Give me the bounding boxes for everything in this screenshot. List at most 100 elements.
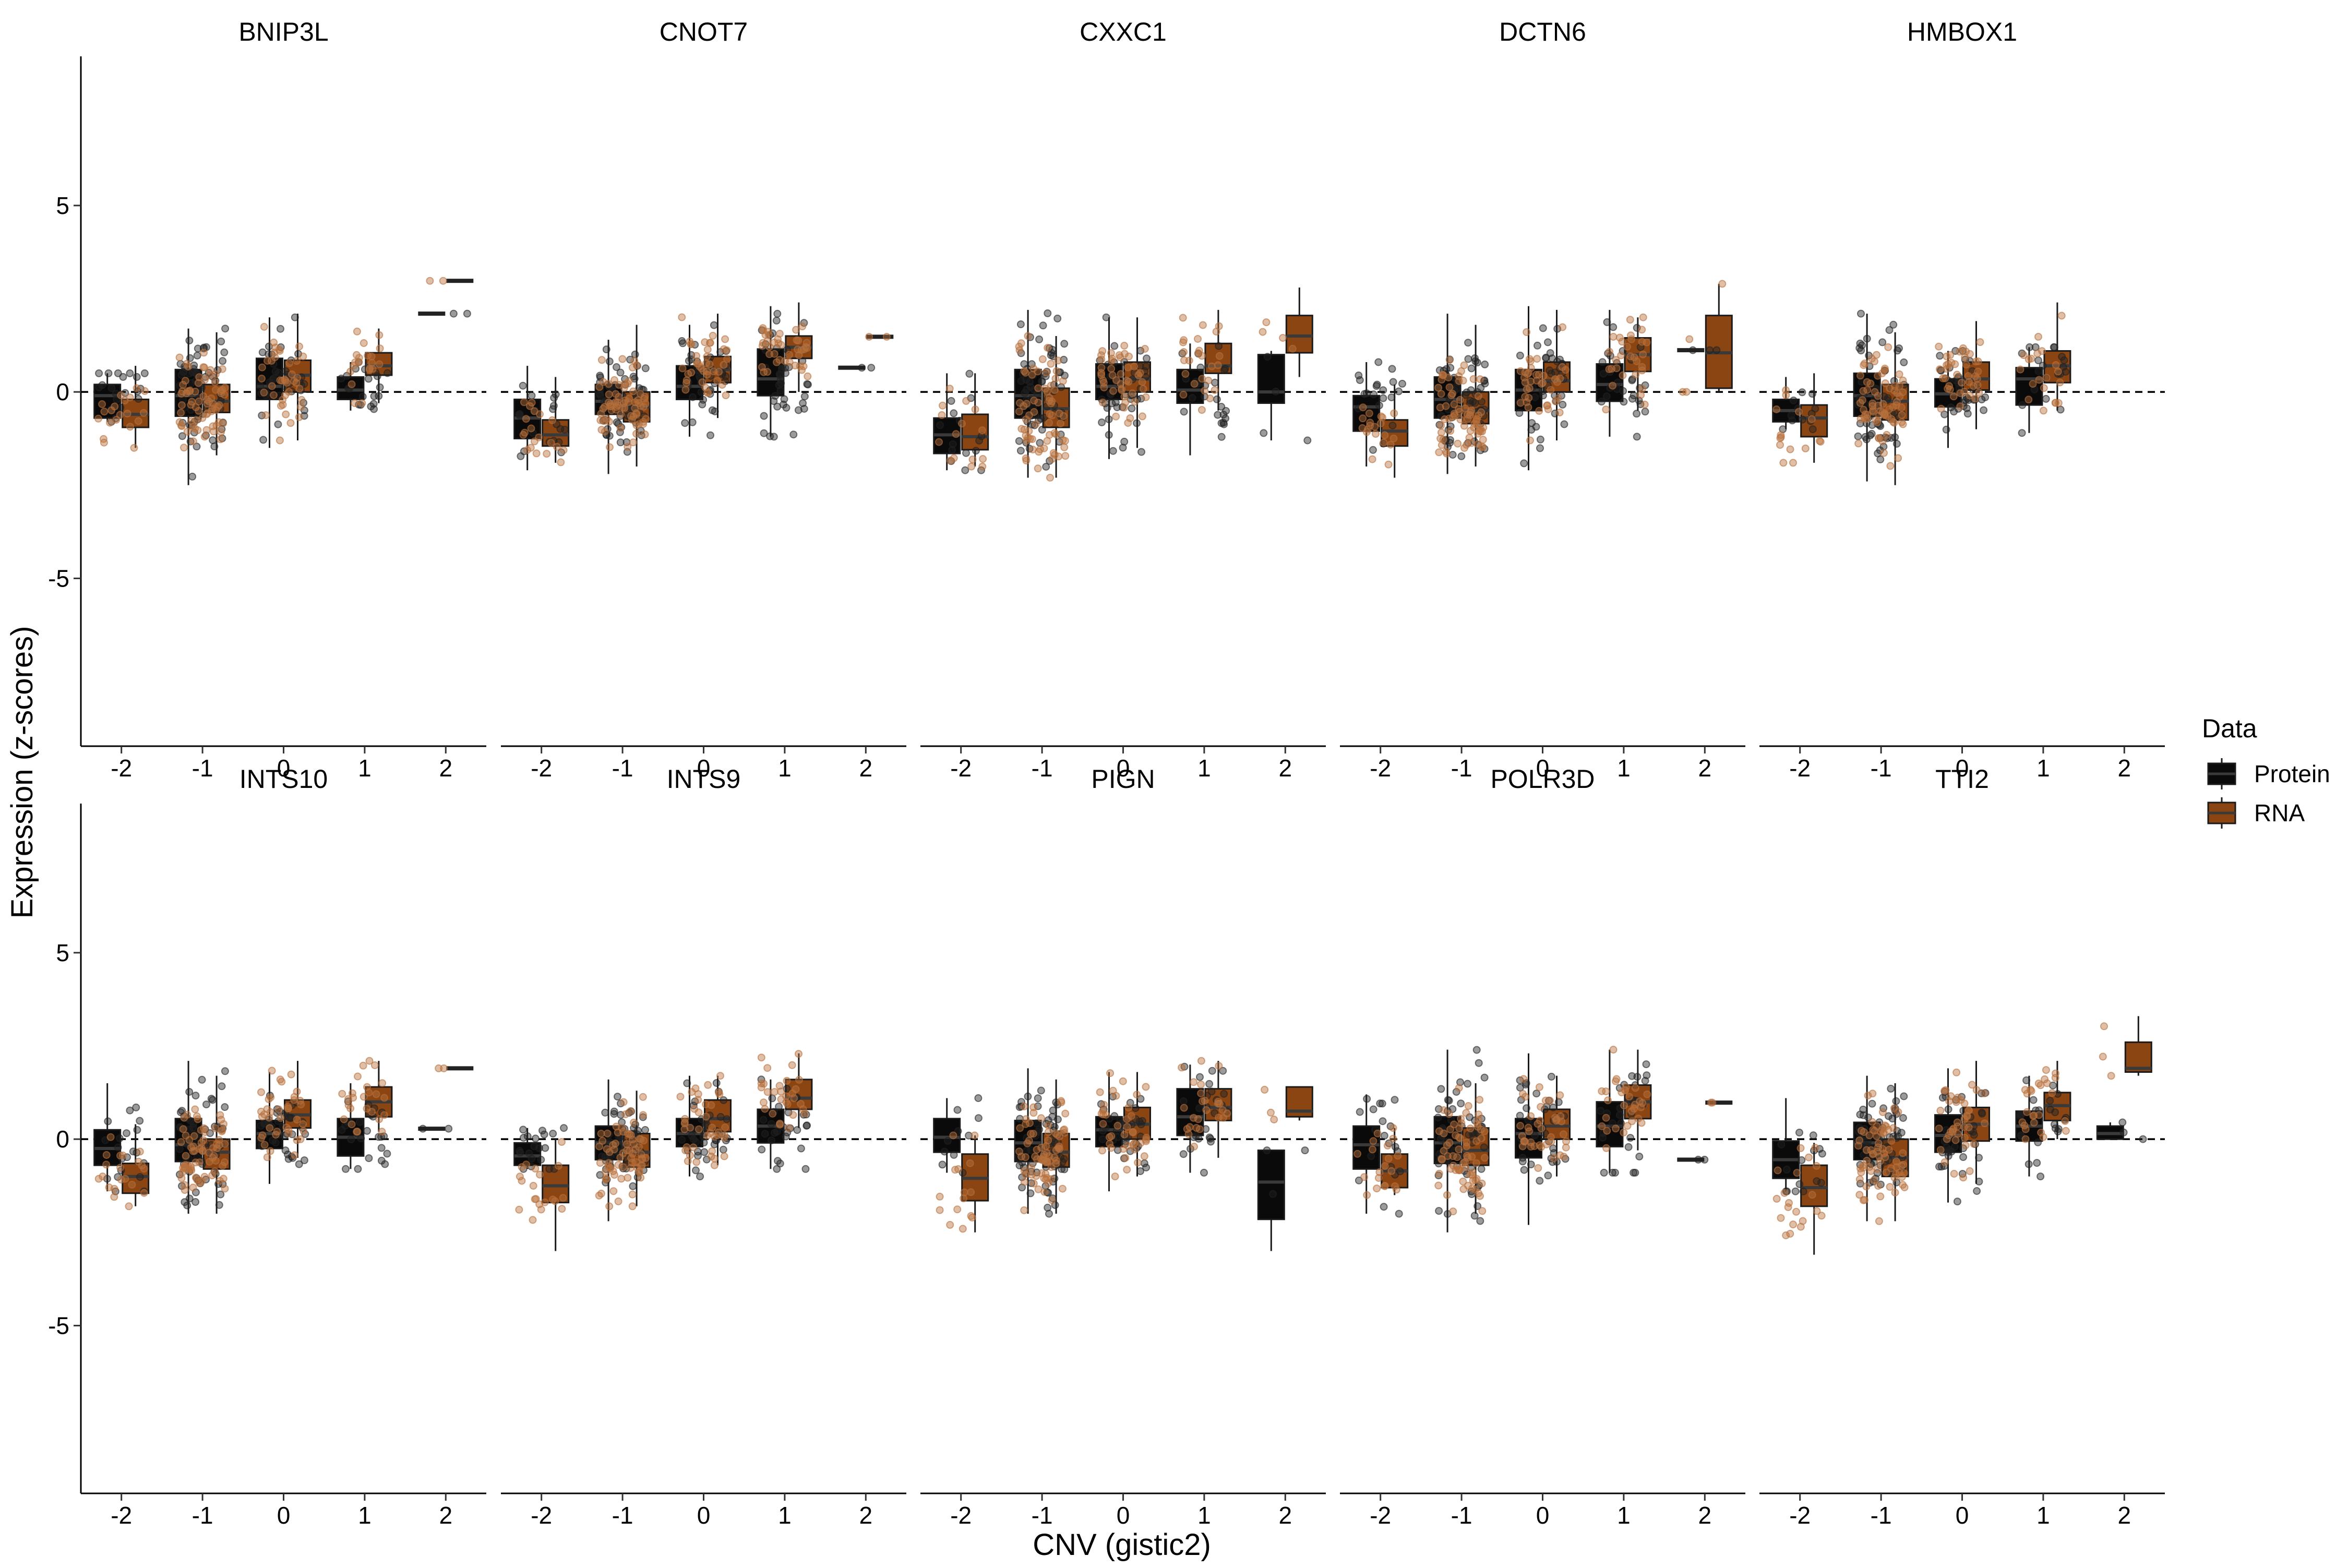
rna-point (797, 1100, 805, 1108)
protein-point (940, 1147, 949, 1156)
x-tick-label: 0 (277, 1502, 291, 1529)
protein-point (1890, 409, 1899, 417)
rna-point (276, 1075, 284, 1084)
protein-point (1205, 1080, 1214, 1088)
rna-point (759, 324, 767, 332)
protein-point (1213, 395, 1221, 403)
rna-point (529, 1216, 537, 1224)
protein-point (1133, 419, 1141, 427)
panel-tti2: TTI2 -2 -1 0 1 2 (1759, 764, 2165, 1529)
protein-point (773, 402, 782, 411)
cnv-group-2 (2096, 1016, 2152, 1143)
protein-point (1380, 1132, 1388, 1140)
rna-point (616, 424, 625, 432)
rna-point (270, 338, 278, 346)
protein-point (1369, 446, 1377, 454)
protein-point (365, 1154, 373, 1163)
rna-point (1129, 1129, 1137, 1136)
rna-point (1936, 1146, 1945, 1154)
x-axis-title: CNV (gistic2) (1033, 1528, 1211, 1562)
rna-point (1027, 1170, 1036, 1179)
protein-point (1599, 369, 1608, 378)
rna-point (1796, 1223, 1805, 1231)
x-tick-label: 1 (778, 1502, 792, 1529)
rna-point (689, 1143, 698, 1152)
x-tick-label: 0 (1536, 755, 1550, 782)
rna-point (1817, 1212, 1826, 1220)
rna-point (532, 449, 541, 458)
x-tick-label: -2 (1370, 755, 1391, 782)
rna-point (1434, 1181, 1443, 1190)
protein-point (678, 337, 686, 345)
rna-point (630, 1118, 638, 1127)
protein-point (363, 1127, 371, 1135)
protein-point (1379, 394, 1387, 402)
protein-point (277, 325, 284, 333)
protein-point (1542, 354, 1550, 362)
x-tick-label: 1 (2036, 1502, 2050, 1529)
protein-point (1700, 1155, 1709, 1164)
rna-point (706, 339, 714, 347)
rna-point (262, 411, 270, 420)
rna-point (1201, 1096, 1209, 1105)
rna-point (1016, 1124, 1024, 1132)
rna-point (1950, 1170, 1958, 1178)
protein-point (1034, 1094, 1042, 1103)
protein-point (1379, 1117, 1387, 1126)
rna-point (1120, 392, 1129, 401)
rna-point (1609, 1046, 1618, 1054)
rna-point (1376, 419, 1385, 427)
protein-point (1973, 1187, 1981, 1195)
x-tick-label: -1 (1032, 755, 1053, 782)
protein-point (1900, 1092, 1908, 1100)
protein-point (1111, 398, 1120, 406)
rna-point (378, 1128, 386, 1136)
rna-point (1685, 335, 1694, 343)
rna-point (971, 405, 979, 414)
rna-point (1541, 1096, 1550, 1105)
protein-point (220, 348, 229, 356)
protein-point (1220, 1090, 1228, 1098)
rna-point (1890, 1174, 1899, 1182)
rna-point (1097, 369, 1105, 377)
protein-point (1887, 1084, 1895, 1093)
x-tick-label: -2 (1370, 1502, 1391, 1529)
rna-point (639, 1111, 647, 1119)
rna-point (1598, 1087, 1606, 1095)
protein-point (1179, 1097, 1188, 1105)
protein-point (107, 384, 116, 392)
rna-point (681, 1115, 689, 1123)
rna-point (365, 1057, 374, 1065)
rna-point (1864, 1092, 1872, 1099)
rna-point (378, 1079, 387, 1087)
rna-point (795, 1075, 803, 1084)
cnv-group-1 (2015, 302, 2071, 437)
rna-point (1784, 1203, 1792, 1211)
rna-point (2023, 1108, 2031, 1116)
protein-point (445, 1124, 453, 1133)
cnv-group-1 (1596, 309, 1652, 441)
rna-point (1449, 1207, 1457, 1216)
rna-point (1889, 418, 1897, 426)
rna-point (1384, 1154, 1393, 1163)
protein-point (1626, 1134, 1635, 1142)
protein-point (1471, 354, 1479, 362)
protein-point (1892, 1097, 1900, 1105)
rna-point (426, 277, 434, 285)
rna-point (188, 398, 196, 406)
rna-point (139, 409, 148, 417)
panel-polr3d: POLR3D -2 -1 0 1 2 (1340, 764, 1745, 1529)
cnv-group-2 (1677, 1098, 1733, 1164)
rna-point (1516, 367, 1525, 375)
rna-point (2052, 361, 2060, 369)
rna-point (368, 358, 376, 367)
rna-point (1102, 1110, 1110, 1119)
rna-point (938, 411, 946, 419)
cnv-group-2 (1677, 280, 1733, 396)
protein-point (2060, 356, 2068, 364)
cnv-group--1 (594, 1079, 651, 1222)
protein-point (1628, 376, 1636, 385)
rna-point (2030, 1119, 2038, 1127)
rna-point (1552, 1117, 1560, 1124)
rna-point (1639, 313, 1647, 321)
